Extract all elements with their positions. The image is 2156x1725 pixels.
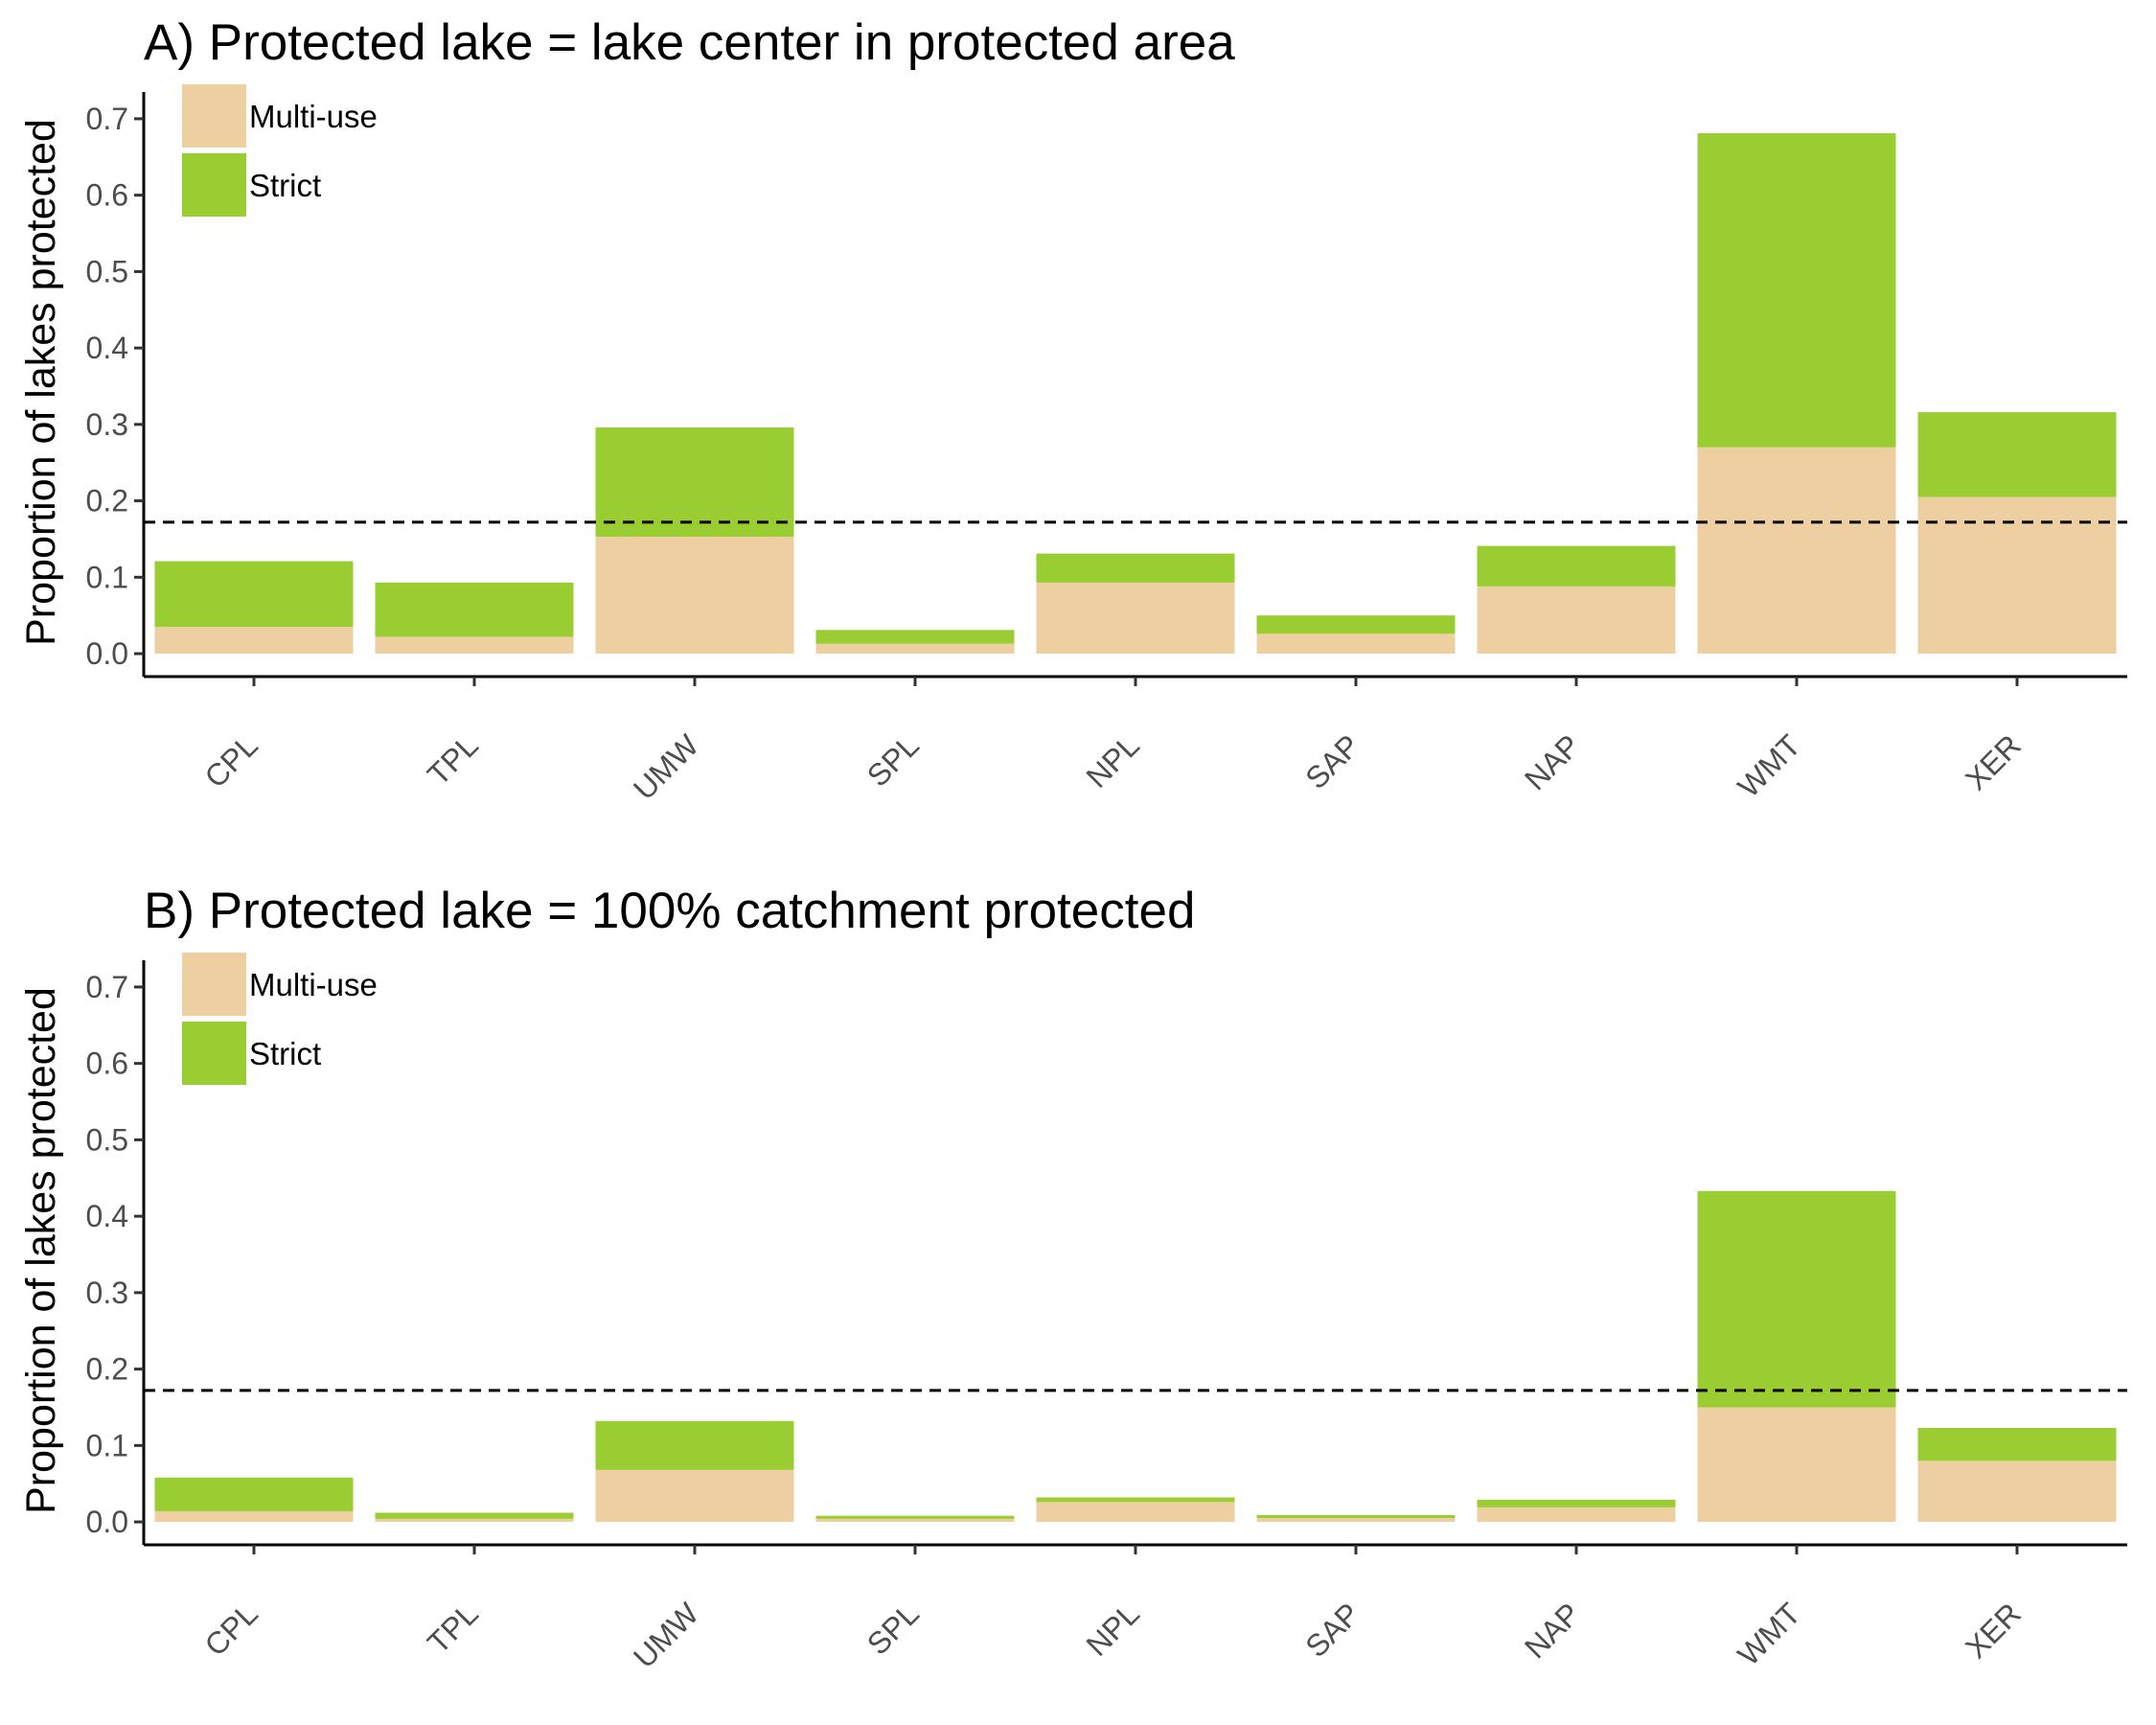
- bar-multi-use-tpl: [375, 636, 574, 655]
- bar-strict-spl: [815, 630, 1015, 644]
- y-tick-label-a: 0.5: [86, 254, 128, 288]
- y-tick-label-a: 0.1: [86, 560, 128, 594]
- bar-multi-use-wmt: [1697, 447, 1896, 655]
- x-tick-label-a: XER: [1959, 727, 2028, 796]
- chart-title-b: B) Protected lake = 100% catchment prote…: [144, 883, 1195, 939]
- y-tick-label-b: 0.5: [86, 1122, 128, 1157]
- bar-strict-xer: [1917, 412, 2117, 497]
- bar-strict-wmt: [1697, 1190, 1896, 1408]
- bar-strict-wmt: [1697, 133, 1896, 448]
- bar-strict-xer: [1917, 1428, 2117, 1461]
- bar-multi-use-umw: [595, 537, 794, 655]
- y-tick-label-b: 0.6: [86, 1046, 128, 1081]
- y-axis-label-a: Proportion of lakes protected: [18, 119, 64, 646]
- legend-key-multi-use-a: [182, 84, 246, 148]
- x-tick-label-b: TPL: [421, 1596, 485, 1660]
- x-tick-label-b: NPL: [1079, 1596, 1145, 1662]
- legend-label-a: Strict: [249, 168, 321, 203]
- chart-panel-a: A) Protected lake = lake center in prote…: [18, 14, 2127, 806]
- bar-strict-sap: [1256, 1514, 1456, 1519]
- y-tick-label-a: 0.4: [86, 331, 128, 365]
- legend-label-b: Strict: [249, 1036, 321, 1071]
- plot-area-a: 0.0 0.1 0.2 0.3 0.4 0.5 0.6 0.7 CPL TPL UMW SPL NPL S…: [86, 84, 2127, 806]
- bar-multi-use-wmt: [1697, 1407, 1896, 1523]
- legend-label-a: Multi-use: [249, 99, 378, 134]
- x-tick-label-a: UMW: [627, 727, 706, 807]
- y-tick-label-a: 0.2: [86, 484, 128, 518]
- bar-multi-use-sap: [1256, 633, 1456, 655]
- bar-strict-umw: [595, 1420, 794, 1470]
- bar-multi-use-npl: [1036, 582, 1235, 655]
- y-tick-label-b: 0.2: [86, 1352, 128, 1387]
- y-tick-label-b: 0.7: [86, 970, 128, 1004]
- x-tick-label-a: SPL: [860, 727, 926, 793]
- bar-strict-nap: [1477, 1499, 1676, 1507]
- plot-area-b: 0.0 0.1 0.2 0.3 0.4 0.5 0.6 0.7 CPL TPL UMW SPL NPL S…: [86, 953, 2127, 1674]
- legend-key-multi-use-b: [182, 953, 246, 1016]
- x-tick-label-b: WMT: [1731, 1596, 1806, 1671]
- x-tick-label-b: NAP: [1518, 1596, 1587, 1665]
- bar-strict-cpl: [154, 1477, 354, 1511]
- bar-multi-use-umw: [595, 1469, 794, 1523]
- x-tick-label-b: XER: [1959, 1596, 2028, 1665]
- bar-multi-use-cpl: [154, 627, 354, 655]
- bar-multi-use-tpl: [375, 1518, 574, 1523]
- bar-strict-tpl: [375, 1512, 574, 1519]
- legend-key-strict-b: [182, 1022, 246, 1085]
- y-tick-label-b: 0.0: [86, 1505, 128, 1539]
- bar-strict-npl: [1036, 553, 1235, 583]
- bar-multi-use-nap: [1477, 586, 1676, 655]
- x-tick-label-b: UMW: [627, 1596, 706, 1675]
- y-tick-label-a: 0.0: [86, 636, 128, 671]
- x-tick-label-b: SAP: [1298, 1596, 1366, 1664]
- x-tick-label-a: NPL: [1079, 727, 1145, 794]
- bar-multi-use-spl: [815, 1518, 1015, 1523]
- y-tick-label-a: 0.3: [86, 407, 128, 442]
- y-tick-label-b: 0.1: [86, 1428, 128, 1462]
- x-tick-label-a: NAP: [1518, 727, 1587, 796]
- bar-multi-use-cpl: [154, 1510, 354, 1523]
- bar-multi-use-xer: [1917, 496, 2117, 655]
- chart-title-a: A) Protected lake = lake center in prote…: [144, 14, 1235, 71]
- bar-strict-npl: [1036, 1497, 1235, 1503]
- x-tick-label-b: CPL: [197, 1596, 264, 1662]
- legend-label-b: Multi-use: [249, 967, 378, 1002]
- y-tick-label-a: 0.6: [86, 178, 128, 213]
- bar-multi-use-npl: [1036, 1502, 1235, 1523]
- x-tick-label-b: SPL: [860, 1596, 926, 1661]
- bar-strict-umw: [595, 427, 794, 538]
- y-axis-label-b: Proportion of lakes protected: [18, 987, 64, 1514]
- x-tick-label-a: SAP: [1298, 727, 1366, 795]
- bar-strict-spl: [815, 1515, 1015, 1519]
- bar-strict-tpl: [375, 582, 574, 637]
- bar-multi-use-sap: [1256, 1518, 1456, 1523]
- y-tick-label-a: 0.7: [86, 102, 128, 136]
- bar-strict-nap: [1477, 545, 1676, 586]
- x-tick-label-a: TPL: [421, 727, 485, 792]
- bar-strict-cpl: [154, 561, 354, 628]
- legend-key-strict-a: [182, 153, 246, 217]
- y-tick-label-b: 0.4: [86, 1199, 128, 1233]
- bar-strict-sap: [1256, 615, 1456, 634]
- chart-panel-b: B) Protected lake = 100% catchment prote…: [18, 883, 2127, 1674]
- bar-multi-use-spl: [815, 643, 1015, 655]
- x-tick-label-a: CPL: [197, 727, 264, 794]
- bar-multi-use-xer: [1917, 1460, 2117, 1523]
- y-tick-label-b: 0.3: [86, 1276, 128, 1310]
- x-tick-label-a: WMT: [1731, 727, 1806, 803]
- bar-multi-use-nap: [1477, 1506, 1676, 1523]
